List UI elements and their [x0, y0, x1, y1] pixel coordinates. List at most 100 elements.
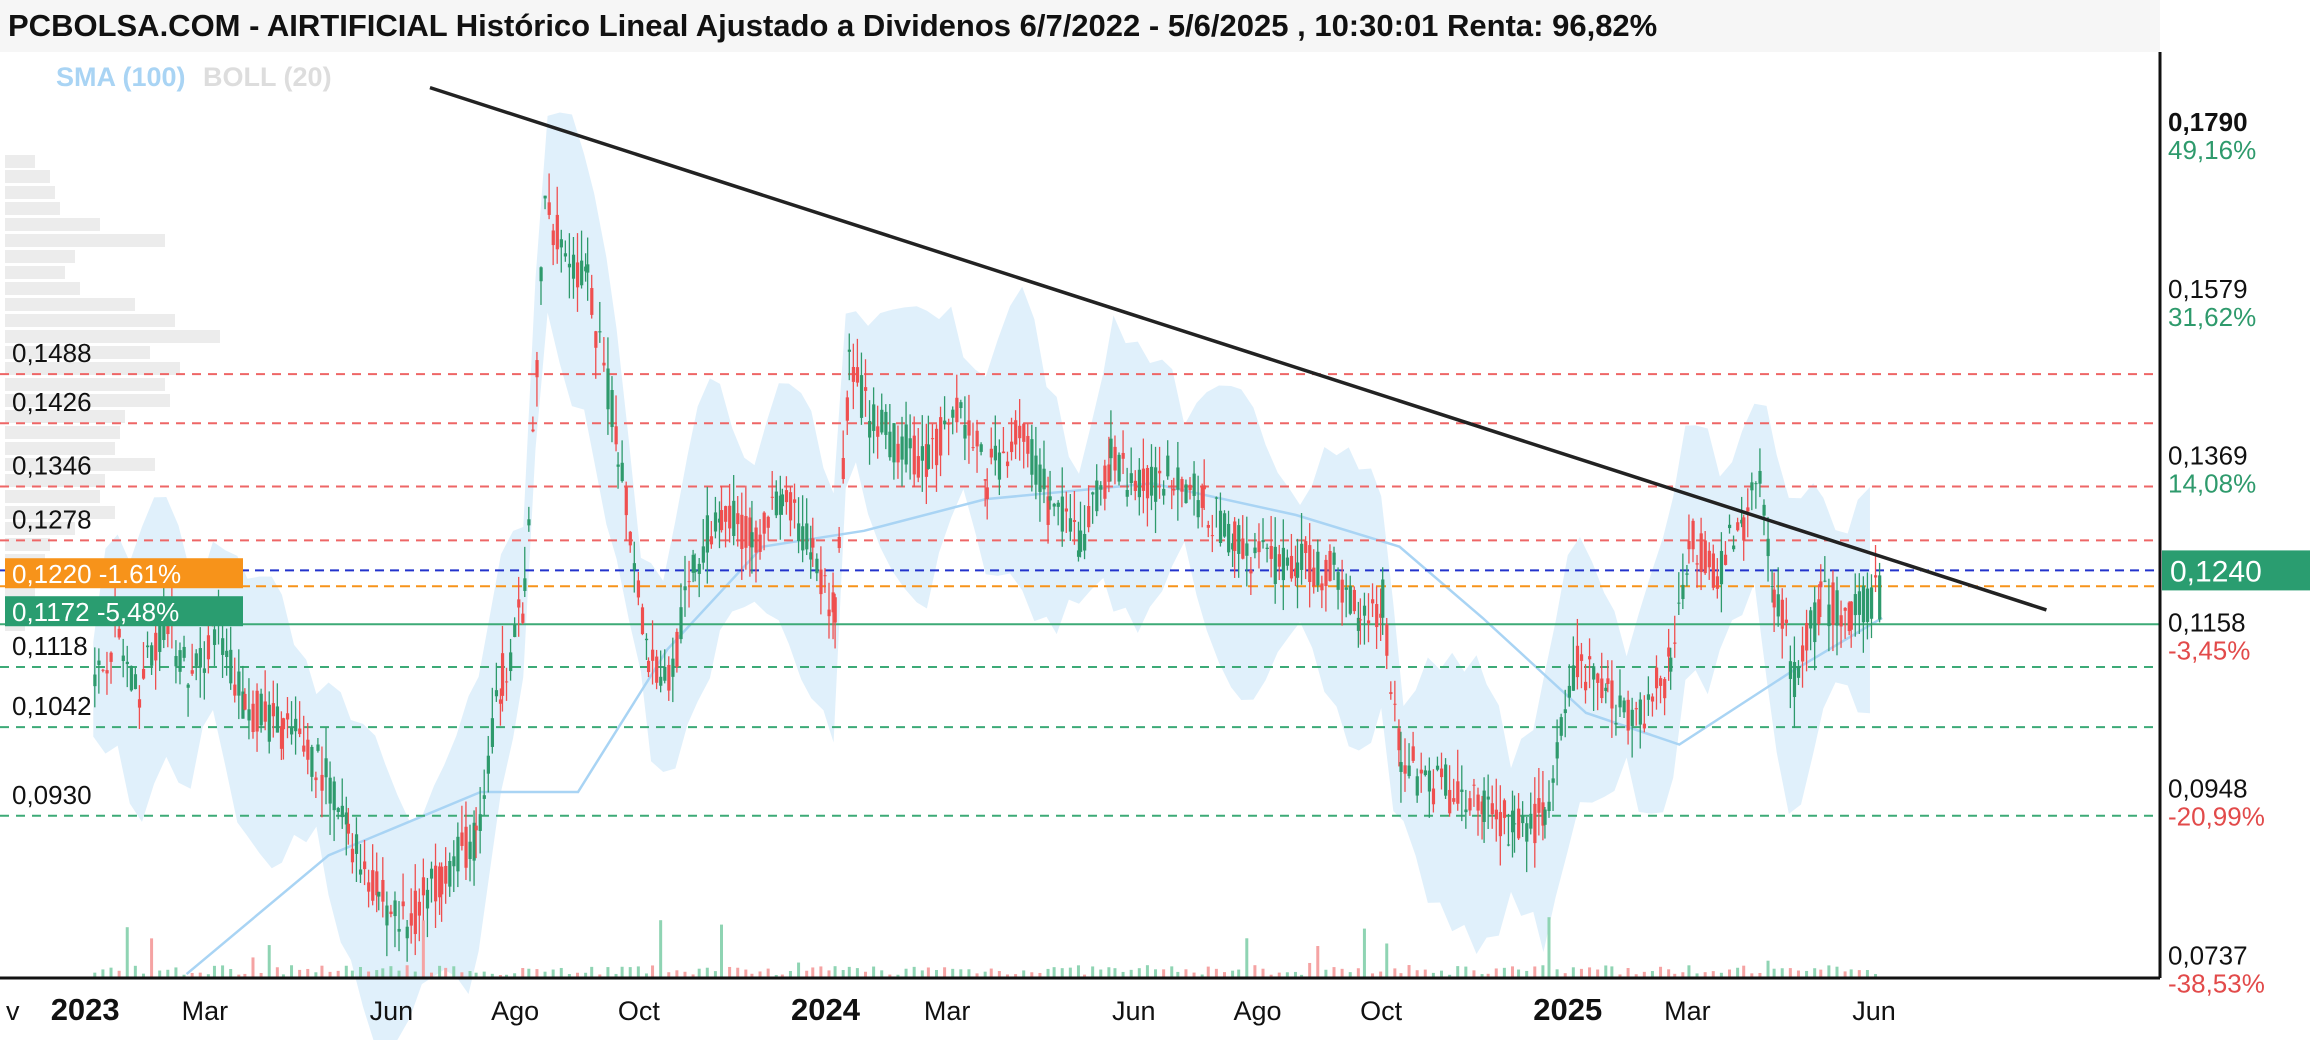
- candle-body: [671, 658, 675, 677]
- candle-body: [1415, 776, 1419, 796]
- x-tick-label: 2023: [51, 992, 120, 1027]
- candle-body: [1170, 485, 1174, 487]
- y-tick-label: 0,1579: [2168, 274, 2248, 304]
- candle-body: [1109, 438, 1113, 459]
- candle-body: [766, 516, 770, 528]
- candle-body: [1281, 547, 1286, 581]
- volume-bar: [505, 974, 509, 978]
- candle-body: [389, 911, 393, 915]
- candle-body: [1277, 554, 1281, 567]
- candle-body: [1180, 479, 1184, 492]
- candle-body: [490, 718, 495, 747]
- candle-body: [797, 523, 801, 542]
- volume-profile-bar: [5, 218, 100, 231]
- volume-bar: [667, 972, 671, 978]
- candle-body: [302, 745, 306, 752]
- volume-bar: [1440, 970, 1443, 978]
- volume-bar: [1253, 965, 1257, 978]
- candle-body: [1300, 543, 1304, 570]
- candle-body: [1559, 717, 1563, 736]
- candle-body: [440, 866, 444, 895]
- candle-body: [758, 534, 762, 552]
- candle-body: [1543, 809, 1547, 825]
- volume-bar: [614, 973, 618, 978]
- volume-bar: [1604, 965, 1608, 978]
- volume-bar: [683, 971, 687, 978]
- volume-bar: [482, 971, 486, 978]
- volume-bar: [281, 974, 285, 978]
- candle-body: [117, 628, 121, 638]
- candle-body: [1452, 798, 1456, 802]
- volume-bar: [1113, 968, 1117, 978]
- volume-bar: [590, 966, 594, 978]
- candle-body: [701, 546, 705, 563]
- candle-body: [1517, 808, 1521, 839]
- candle-body: [233, 684, 237, 696]
- candle-body: [1551, 778, 1555, 783]
- level-label: 0,1278: [12, 504, 92, 534]
- candle-body: [705, 515, 710, 553]
- volume-bar: [543, 971, 547, 978]
- candle-body: [1563, 709, 1567, 714]
- volume-profile-bar: [5, 378, 165, 391]
- candle-body: [1796, 666, 1801, 678]
- candle-body: [602, 362, 606, 366]
- candle-body: [1381, 579, 1385, 618]
- candle-body: [513, 624, 517, 638]
- current-price-tag: [2162, 550, 2310, 591]
- volume-bar: [1650, 971, 1654, 978]
- candle-body: [429, 868, 434, 879]
- y-tick-pct: 14,08%: [2168, 468, 2256, 498]
- x-tick-label: Oct: [1360, 996, 1403, 1026]
- candle-body: [1046, 496, 1050, 525]
- candle-body: [1650, 696, 1655, 702]
- candle-body: [464, 826, 468, 868]
- candle-body: [1614, 723, 1618, 725]
- candle-body: [328, 777, 332, 804]
- candle-body: [241, 691, 245, 719]
- volume-bar: [1038, 972, 1042, 978]
- candle-body: [1129, 473, 1133, 484]
- volume-bar: [1766, 960, 1770, 978]
- boll-legend[interactable]: BOLL (20): [203, 62, 332, 92]
- candle-body: [1547, 801, 1551, 811]
- volume-bar: [1184, 969, 1188, 978]
- volume-bar: [1835, 966, 1839, 978]
- sma-legend[interactable]: SMA (100): [56, 62, 186, 92]
- candle-body: [1320, 583, 1324, 591]
- candle-body: [306, 739, 310, 760]
- volume-bar: [880, 970, 884, 978]
- volume-bar: [1121, 971, 1125, 978]
- volume-profile-bar: [5, 442, 115, 455]
- candle-body: [1685, 573, 1689, 575]
- volume-bar: [1154, 969, 1158, 978]
- volume-bar: [1742, 965, 1746, 978]
- candle-body: [1362, 605, 1367, 616]
- candle-body: [864, 387, 868, 391]
- y-tick-label: 0,1158: [2168, 607, 2246, 637]
- volume-bar: [606, 967, 610, 978]
- candle-body: [778, 495, 783, 515]
- candle-body: [421, 877, 426, 896]
- volume-bar: [1068, 967, 1072, 978]
- candle-body: [955, 397, 959, 423]
- candle-body: [1375, 604, 1379, 628]
- candle-body: [983, 479, 987, 481]
- volume-bar: [182, 974, 186, 978]
- volume-bar: [452, 966, 456, 978]
- candle-body: [967, 420, 971, 436]
- volume-bar: [101, 969, 105, 978]
- level-tag-entry: [5, 558, 243, 589]
- candle-body: [1005, 461, 1010, 467]
- candle-body: [1849, 601, 1853, 630]
- volume-bar: [1423, 969, 1427, 978]
- candle-body: [243, 693, 247, 710]
- candle-body: [298, 728, 302, 735]
- volume-bar: [1772, 968, 1776, 978]
- volume-bar: [1293, 971, 1297, 978]
- candle-body: [482, 795, 486, 799]
- volume-bar: [174, 967, 178, 978]
- candle-body: [732, 500, 736, 536]
- candle-body: [644, 638, 649, 641]
- volume-bar: [251, 957, 255, 978]
